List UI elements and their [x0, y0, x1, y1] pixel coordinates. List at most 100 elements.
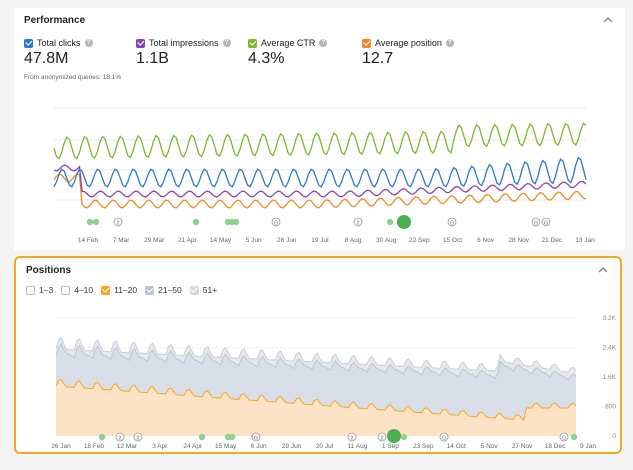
metric-average-position[interactable]: Average position ? 12.7 — [362, 38, 454, 68]
checkbox-icon[interactable] — [145, 285, 155, 295]
x-tick-label: 7 Mar — [113, 237, 130, 244]
annotation-marker[interactable]: 2 — [133, 432, 143, 442]
series-average-ctr[interactable] — [53, 122, 587, 160]
legend-label: 11–20 — [114, 285, 138, 295]
series-total-impressions[interactable] — [53, 164, 587, 198]
annotation-marker[interactable]: G — [531, 217, 541, 227]
performance-chart[interactable]: 2 G 2 G G G14 Feb 7 Mar 29 Mar 21 Apr 14 May 5 Jun… — [14, 8, 625, 250]
area-11-20[interactable] — [56, 379, 576, 436]
help-icon[interactable]: ? — [319, 39, 328, 47]
legend-51-plus[interactable]: 51+ — [189, 285, 217, 295]
metric-label: Average CTR — [261, 38, 316, 48]
x-tick-label: 26 Jan — [51, 443, 71, 450]
annotation-marker[interactable]: G — [447, 217, 457, 227]
annotation-dot-large[interactable] — [387, 429, 401, 443]
x-tick-label: 8 Aug — [345, 237, 362, 244]
checkbox-icon[interactable] — [362, 38, 371, 48]
annotation-marker[interactable]: G — [271, 217, 281, 227]
metric-label: Average position — [375, 38, 442, 48]
annotation-dot[interactable] — [232, 218, 240, 226]
metric-value: 12.7 — [362, 50, 394, 67]
svg-text:2: 2 — [356, 221, 359, 227]
annotation-dot[interactable] — [228, 433, 236, 441]
svg-text:G: G — [544, 221, 548, 227]
annotation-dot[interactable] — [98, 433, 106, 441]
checkbox-icon[interactable] — [26, 285, 35, 295]
x-tick-label: 1 Sep — [382, 443, 399, 450]
x-tick-label: 14 Feb — [78, 237, 99, 244]
annotation-marker[interactable]: 2 — [113, 217, 123, 227]
metric-label: Total clicks — [37, 38, 81, 48]
legend-1-3[interactable]: 1–3 — [26, 285, 53, 295]
annotation-marker[interactable]: G — [439, 432, 449, 442]
checkbox-icon[interactable] — [24, 38, 33, 48]
x-tick-label: 9 Jan — [580, 443, 596, 450]
annotation-marker[interactable]: G — [541, 217, 551, 227]
x-tick-label: 5 Nov — [481, 443, 499, 450]
annotation-marker[interactable]: G — [559, 432, 569, 442]
x-tick-label: 3 Apr — [152, 443, 168, 450]
positions-chart[interactable]: 3.2K 2.4K 1.6K 800 0 2 2 G 2 2 G G 26 Jan 18 Feb 12 Ma… — [16, 258, 620, 452]
metric-total-clicks[interactable]: Total clicks ? 47.8M — [24, 38, 93, 68]
x-tick-label: 18 Dec — [545, 443, 566, 450]
help-icon[interactable]: ? — [445, 39, 454, 47]
legend-21-50[interactable]: 21–50 — [145, 285, 182, 295]
svg-text:G: G — [562, 436, 566, 442]
legend-11-20[interactable]: 11–20 — [101, 285, 137, 295]
x-tick-label: 12 Mar — [117, 443, 138, 450]
x-tick-label: 14 May — [210, 237, 232, 244]
positions-legend: 1–3 4–10 11–20 21–50 51+ — [26, 285, 217, 295]
metric-value: 4.3% — [248, 50, 285, 67]
svg-text:2: 2 — [118, 436, 121, 442]
x-tick-label: 20 Jul — [316, 443, 334, 450]
series-average-position[interactable] — [53, 173, 587, 209]
y-tick-label: 800 — [605, 404, 616, 411]
checkbox-icon[interactable] — [136, 38, 145, 48]
annotation-marker[interactable]: G — [251, 432, 261, 442]
chevron-up-icon[interactable] — [601, 13, 615, 27]
help-icon[interactable]: ? — [222, 39, 231, 47]
annotation-dot[interactable] — [386, 218, 394, 226]
legend-4-10[interactable]: 4–10 — [61, 285, 93, 295]
positions-panel: Positions 1–3 4–10 11–20 21–50 51+ 3.2K 2… — [14, 256, 622, 454]
annotation-marker[interactable]: 2 — [347, 432, 357, 442]
checkbox-icon[interactable] — [101, 285, 111, 295]
metric-value: 47.8M — [24, 50, 69, 67]
x-tick-label: 19 Jul — [311, 237, 329, 244]
annotation-dot[interactable] — [192, 218, 200, 226]
x-tick-label: 5 Jun — [246, 237, 262, 244]
checkbox-icon[interactable] — [189, 285, 199, 295]
performance-panel: Performance Total clicks ? 47.8M Total i… — [14, 8, 625, 250]
x-tick-label: 18 Feb — [84, 443, 105, 450]
area-21-50-line — [55, 343, 577, 381]
x-tick-label: 15 Oct — [443, 237, 462, 244]
annotation-marker[interactable]: 2 — [353, 217, 363, 227]
x-tick-label: 29 Jun — [282, 443, 302, 450]
annotation-dot[interactable] — [198, 433, 206, 441]
y-tick-label: 2.4K — [603, 345, 617, 352]
annotation-dot[interactable] — [570, 433, 578, 441]
help-icon[interactable]: ? — [84, 39, 93, 47]
svg-text:2: 2 — [116, 221, 119, 227]
checkbox-icon[interactable] — [61, 285, 71, 295]
annotation-marker[interactable]: 2 — [115, 432, 125, 442]
svg-text:G: G — [254, 436, 258, 442]
series-total-clicks[interactable] — [53, 156, 587, 188]
checkbox-icon[interactable] — [248, 38, 257, 48]
metric-average-ctr[interactable]: Average CTR ? 4.3% — [248, 38, 328, 68]
metric-total-impressions[interactable]: Total impressions ? 1.1B — [136, 38, 231, 68]
x-tick-label: 27 Nov — [512, 443, 533, 450]
annotation-dot[interactable] — [400, 433, 408, 441]
x-tick-label: 26 Jun — [277, 237, 297, 244]
svg-text:2: 2 — [136, 436, 139, 442]
chevron-up-icon[interactable] — [596, 263, 610, 277]
x-tick-label: 24 Apr — [183, 443, 203, 450]
annotation-marker[interactable]: 2 — [377, 432, 387, 442]
x-tick-label: 30 Aug — [376, 237, 397, 244]
annotation-dot[interactable] — [92, 218, 100, 226]
metric-label: Total impressions — [149, 38, 219, 48]
annotation-dot[interactable] — [86, 218, 94, 226]
x-tick-label: 28 Nov — [508, 237, 529, 244]
x-tick-label: 11 Aug — [348, 443, 368, 450]
annotation-dot-large[interactable] — [397, 215, 411, 229]
